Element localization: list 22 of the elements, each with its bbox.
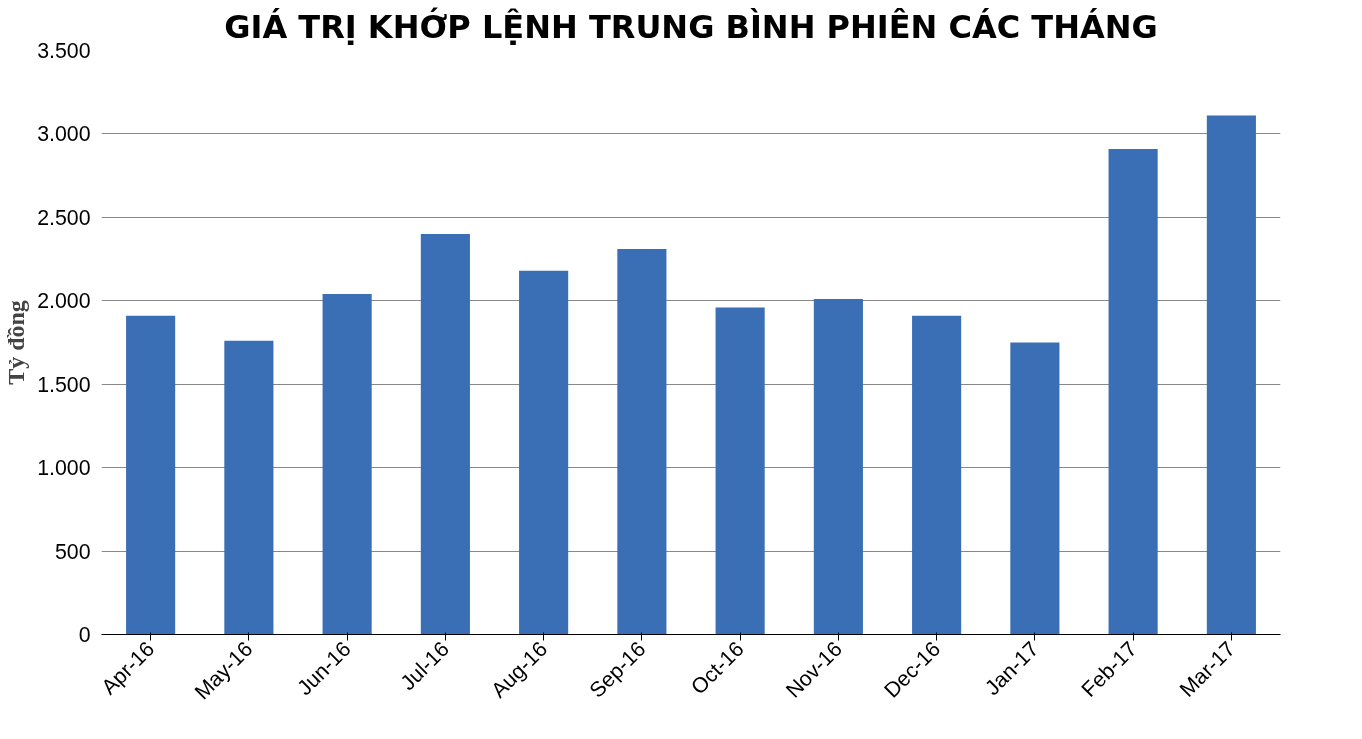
y-axis-title: Tỷ đồng bbox=[3, 300, 30, 385]
bar bbox=[126, 315, 176, 635]
bar bbox=[912, 315, 962, 635]
y-tick-label: 2.000 bbox=[37, 289, 91, 314]
bar bbox=[1010, 342, 1060, 635]
y-tick-label: 2.500 bbox=[37, 205, 91, 230]
bar bbox=[519, 270, 569, 635]
y-tick-label: 1.000 bbox=[37, 456, 91, 481]
bar bbox=[224, 340, 274, 635]
bar bbox=[420, 234, 470, 635]
y-tick-label: 500 bbox=[54, 539, 91, 564]
y-tick-label: 0 bbox=[78, 623, 91, 647]
bar bbox=[322, 294, 372, 635]
y-tick-label: 3.500 bbox=[37, 39, 91, 63]
bar bbox=[1108, 148, 1158, 635]
y-tick-label: 3.000 bbox=[37, 122, 91, 147]
bar bbox=[813, 299, 863, 635]
bar bbox=[1206, 115, 1256, 635]
chart-title: GIÁ TRỊ KHỚP LỆNH TRUNG BÌNH PHIÊN CÁC THÁNG bbox=[224, 6, 1158, 46]
y-tick-label: 1.500 bbox=[37, 372, 91, 397]
bar bbox=[617, 249, 667, 635]
bar bbox=[715, 307, 765, 635]
